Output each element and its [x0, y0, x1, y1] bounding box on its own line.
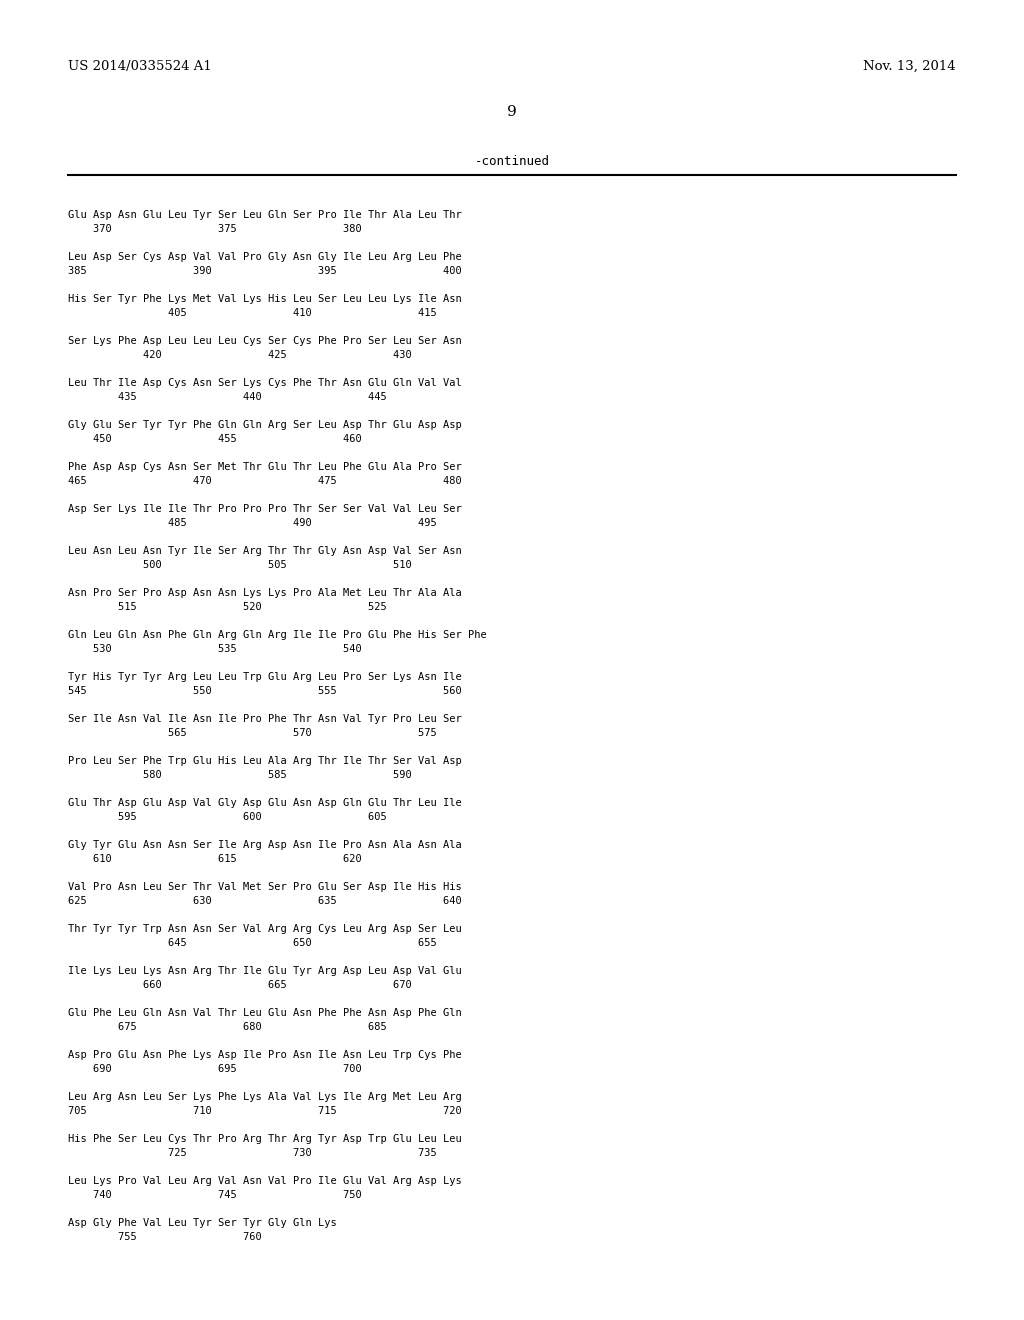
Text: Leu Asn Leu Asn Tyr Ile Ser Arg Thr Thr Gly Asn Asp Val Ser Asn: Leu Asn Leu Asn Tyr Ile Ser Arg Thr Thr … [68, 546, 462, 556]
Text: 565                 570                 575: 565 570 575 [68, 729, 437, 738]
Text: 435                 440                 445: 435 440 445 [68, 392, 387, 403]
Text: Asp Gly Phe Val Leu Tyr Ser Tyr Gly Gln Lys: Asp Gly Phe Val Leu Tyr Ser Tyr Gly Gln … [68, 1218, 337, 1228]
Text: 625                 630                 635                 640: 625 630 635 640 [68, 896, 462, 906]
Text: Ser Ile Asn Val Ile Asn Ile Pro Phe Thr Asn Val Tyr Pro Leu Ser: Ser Ile Asn Val Ile Asn Ile Pro Phe Thr … [68, 714, 462, 723]
Text: 9: 9 [507, 106, 517, 119]
Text: Asp Ser Lys Ile Ile Thr Pro Pro Pro Thr Ser Ser Val Val Leu Ser: Asp Ser Lys Ile Ile Thr Pro Pro Pro Thr … [68, 504, 462, 513]
Text: 610                 615                 620: 610 615 620 [68, 854, 361, 865]
Text: 740                 745                 750: 740 745 750 [68, 1191, 361, 1200]
Text: Gly Glu Ser Tyr Tyr Phe Gln Gln Arg Ser Leu Asp Thr Glu Asp Asp: Gly Glu Ser Tyr Tyr Phe Gln Gln Arg Ser … [68, 420, 462, 430]
Text: 545                 550                 555                 560: 545 550 555 560 [68, 686, 462, 696]
Text: 405                 410                 415: 405 410 415 [68, 308, 437, 318]
Text: His Ser Tyr Phe Lys Met Val Lys His Leu Ser Leu Leu Lys Ile Asn: His Ser Tyr Phe Lys Met Val Lys His Leu … [68, 294, 462, 304]
Text: Asp Pro Glu Asn Phe Lys Asp Ile Pro Asn Ile Asn Leu Trp Cys Phe: Asp Pro Glu Asn Phe Lys Asp Ile Pro Asn … [68, 1049, 462, 1060]
Text: 755                 760: 755 760 [68, 1232, 262, 1242]
Text: Gln Leu Gln Asn Phe Gln Arg Gln Arg Ile Ile Pro Glu Phe His Ser Phe: Gln Leu Gln Asn Phe Gln Arg Gln Arg Ile … [68, 630, 486, 640]
Text: Asn Pro Ser Pro Asp Asn Asn Lys Lys Pro Ala Met Leu Thr Ala Ala: Asn Pro Ser Pro Asp Asn Asn Lys Lys Pro … [68, 587, 462, 598]
Text: 420                 425                 430: 420 425 430 [68, 350, 412, 360]
Text: Nov. 13, 2014: Nov. 13, 2014 [863, 59, 956, 73]
Text: Leu Thr Ile Asp Cys Asn Ser Lys Cys Phe Thr Asn Glu Gln Val Val: Leu Thr Ile Asp Cys Asn Ser Lys Cys Phe … [68, 378, 462, 388]
Text: 675                 680                 685: 675 680 685 [68, 1022, 387, 1032]
Text: 530                 535                 540: 530 535 540 [68, 644, 361, 653]
Text: Ile Lys Leu Lys Asn Arg Thr Ile Glu Tyr Arg Asp Leu Asp Val Glu: Ile Lys Leu Lys Asn Arg Thr Ile Glu Tyr … [68, 966, 462, 975]
Text: 515                 520                 525: 515 520 525 [68, 602, 387, 612]
Text: Val Pro Asn Leu Ser Thr Val Met Ser Pro Glu Ser Asp Ile His His: Val Pro Asn Leu Ser Thr Val Met Ser Pro … [68, 882, 462, 892]
Text: 385                 390                 395                 400: 385 390 395 400 [68, 267, 462, 276]
Text: Glu Asp Asn Glu Leu Tyr Ser Leu Gln Ser Pro Ile Thr Ala Leu Thr: Glu Asp Asn Glu Leu Tyr Ser Leu Gln Ser … [68, 210, 462, 220]
Text: Phe Asp Asp Cys Asn Ser Met Thr Glu Thr Leu Phe Glu Ala Pro Ser: Phe Asp Asp Cys Asn Ser Met Thr Glu Thr … [68, 462, 462, 473]
Text: US 2014/0335524 A1: US 2014/0335524 A1 [68, 59, 212, 73]
Text: 595                 600                 605: 595 600 605 [68, 812, 387, 822]
Text: Tyr His Tyr Tyr Arg Leu Leu Trp Glu Arg Leu Pro Ser Lys Asn Ile: Tyr His Tyr Tyr Arg Leu Leu Trp Glu Arg … [68, 672, 462, 682]
Text: Leu Arg Asn Leu Ser Lys Phe Lys Ala Val Lys Ile Arg Met Leu Arg: Leu Arg Asn Leu Ser Lys Phe Lys Ala Val … [68, 1092, 462, 1102]
Text: Leu Lys Pro Val Leu Arg Val Asn Val Pro Ile Glu Val Arg Asp Lys: Leu Lys Pro Val Leu Arg Val Asn Val Pro … [68, 1176, 462, 1185]
Text: Glu Thr Asp Glu Asp Val Gly Asp Glu Asn Asp Gln Glu Thr Leu Ile: Glu Thr Asp Glu Asp Val Gly Asp Glu Asn … [68, 799, 462, 808]
Text: Pro Leu Ser Phe Trp Glu His Leu Ala Arg Thr Ile Thr Ser Val Asp: Pro Leu Ser Phe Trp Glu His Leu Ala Arg … [68, 756, 462, 766]
Text: Thr Tyr Tyr Trp Asn Asn Ser Val Arg Arg Cys Leu Arg Asp Ser Leu: Thr Tyr Tyr Trp Asn Asn Ser Val Arg Arg … [68, 924, 462, 935]
Text: Gly Tyr Glu Asn Asn Ser Ile Arg Asp Asn Ile Pro Asn Ala Asn Ala: Gly Tyr Glu Asn Asn Ser Ile Arg Asp Asn … [68, 840, 462, 850]
Text: 725                 730                 735: 725 730 735 [68, 1148, 437, 1158]
Text: Glu Phe Leu Gln Asn Val Thr Leu Glu Asn Phe Phe Asn Asp Phe Gln: Glu Phe Leu Gln Asn Val Thr Leu Glu Asn … [68, 1008, 462, 1018]
Text: 705                 710                 715                 720: 705 710 715 720 [68, 1106, 462, 1115]
Text: 450                 455                 460: 450 455 460 [68, 434, 361, 444]
Text: His Phe Ser Leu Cys Thr Pro Arg Thr Arg Tyr Asp Trp Glu Leu Leu: His Phe Ser Leu Cys Thr Pro Arg Thr Arg … [68, 1134, 462, 1144]
Text: 500                 505                 510: 500 505 510 [68, 560, 412, 570]
Text: 660                 665                 670: 660 665 670 [68, 979, 412, 990]
Text: Ser Lys Phe Asp Leu Leu Leu Cys Ser Cys Phe Pro Ser Leu Ser Asn: Ser Lys Phe Asp Leu Leu Leu Cys Ser Cys … [68, 337, 462, 346]
Text: 465                 470                 475                 480: 465 470 475 480 [68, 477, 462, 486]
Text: -continued: -continued [474, 154, 550, 168]
Text: 580                 585                 590: 580 585 590 [68, 770, 412, 780]
Text: Leu Asp Ser Cys Asp Val Val Pro Gly Asn Gly Ile Leu Arg Leu Phe: Leu Asp Ser Cys Asp Val Val Pro Gly Asn … [68, 252, 462, 261]
Text: 370                 375                 380: 370 375 380 [68, 224, 361, 234]
Text: 690                 695                 700: 690 695 700 [68, 1064, 361, 1074]
Text: 645                 650                 655: 645 650 655 [68, 939, 437, 948]
Text: 485                 490                 495: 485 490 495 [68, 517, 437, 528]
